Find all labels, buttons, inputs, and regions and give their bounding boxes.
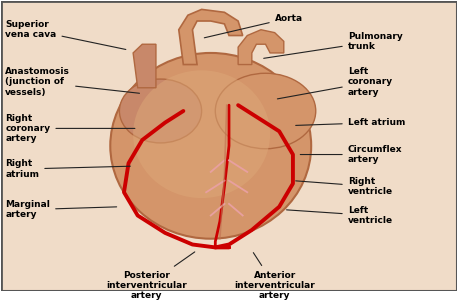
Polygon shape bbox=[238, 30, 284, 65]
Text: Anterior
interventricular
artery: Anterior interventricular artery bbox=[234, 253, 315, 300]
Text: Posterior
interventricular
artery: Posterior interventricular artery bbox=[106, 252, 195, 300]
Text: Pulmonary
trunk: Pulmonary trunk bbox=[264, 32, 403, 58]
Text: Left
ventricle: Left ventricle bbox=[287, 206, 393, 225]
Ellipse shape bbox=[110, 53, 311, 239]
Ellipse shape bbox=[215, 73, 316, 149]
Text: Left
coronary
artery: Left coronary artery bbox=[278, 67, 393, 99]
Text: Circumflex
artery: Circumflex artery bbox=[300, 145, 402, 164]
Text: Superior
vena cava: Superior vena cava bbox=[5, 20, 126, 49]
Polygon shape bbox=[179, 9, 243, 65]
FancyBboxPatch shape bbox=[1, 1, 457, 291]
Ellipse shape bbox=[133, 70, 270, 198]
Text: Right
coronary
artery: Right coronary artery bbox=[5, 113, 135, 143]
Text: Aorta: Aorta bbox=[204, 14, 303, 38]
Text: Right
ventricle: Right ventricle bbox=[296, 177, 393, 196]
Ellipse shape bbox=[120, 79, 202, 143]
Text: Anastomosis
(junction of
vessels): Anastomosis (junction of vessels) bbox=[5, 67, 140, 97]
Text: Right
atrium: Right atrium bbox=[5, 159, 131, 179]
Text: Left atrium: Left atrium bbox=[296, 118, 405, 127]
Text: Marginal
artery: Marginal artery bbox=[5, 200, 117, 219]
Polygon shape bbox=[133, 44, 156, 88]
